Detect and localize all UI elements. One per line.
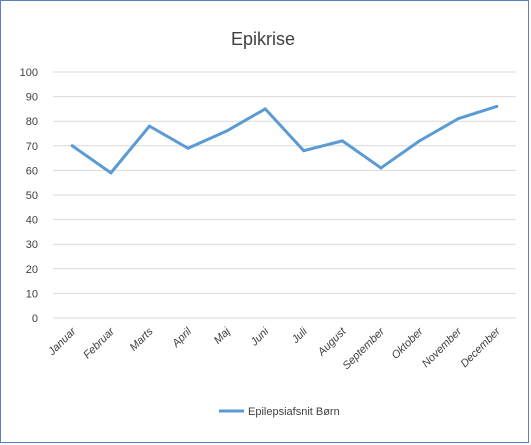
data-point (225, 129, 229, 133)
y-tick-label: 90 (26, 92, 38, 104)
y-tick-label: 10 (26, 288, 38, 300)
data-point (263, 107, 267, 111)
series-line (70, 104, 499, 175)
series-layer (70, 104, 499, 175)
y-tick-label: 30 (26, 239, 38, 251)
y-tick-label: 100 (20, 67, 38, 79)
data-point (302, 149, 306, 153)
data-point (147, 124, 151, 128)
data-point (418, 139, 422, 143)
data-point (495, 104, 499, 108)
x-tick-label: Juli (289, 325, 310, 346)
x-tick-label: Januar (45, 325, 79, 359)
y-tick-label: 40 (26, 215, 38, 227)
x-axis-ticks: Januar Februar Marts April Maj Juni Juli August… (45, 325, 503, 372)
grid-lines (53, 71, 516, 319)
data-point (70, 144, 74, 148)
data-point (379, 166, 383, 170)
data-point (109, 171, 113, 175)
x-tick-label: September (341, 325, 388, 372)
data-point (186, 146, 190, 150)
y-axis-ticks: 0 10 20 30 40 50 60 70 80 90 100 (20, 67, 38, 325)
x-tick-label: November (420, 325, 465, 370)
x-tick-label: August (315, 325, 349, 359)
y-tick-label: 0 (32, 313, 38, 325)
x-tick-label: Juni (248, 325, 272, 349)
x-tick-label: Februar (81, 325, 118, 362)
y-tick-label: 70 (26, 141, 38, 153)
y-tick-label: 60 (26, 165, 38, 177)
y-tick-label: 80 (26, 116, 38, 128)
legend-label: Epilepsiafsnit Børn (248, 406, 340, 418)
x-tick-label: Oktober (390, 325, 427, 362)
data-point (456, 117, 460, 121)
chart-title: Epikrise (231, 29, 295, 49)
data-point (340, 139, 344, 143)
x-tick-label: December (458, 325, 503, 370)
x-tick-label: Maj (212, 325, 233, 346)
y-tick-label: 50 (26, 190, 38, 202)
x-tick-label: April (169, 325, 194, 350)
x-tick-label: Marts (128, 325, 156, 353)
legend: Epilepsiafsnit Børn (219, 406, 340, 418)
y-tick-label: 20 (26, 264, 38, 276)
